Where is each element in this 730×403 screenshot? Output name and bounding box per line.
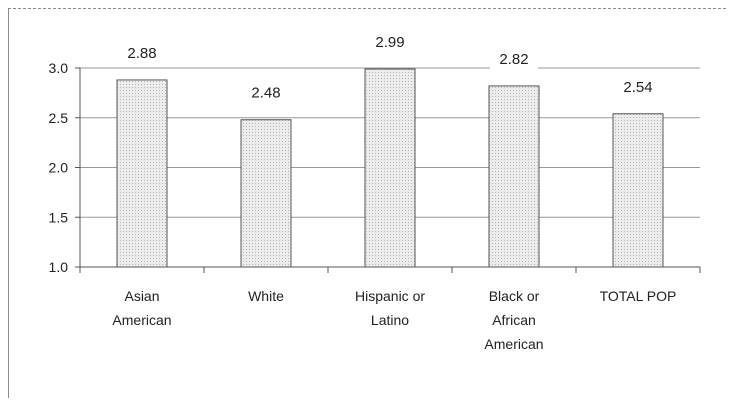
y-tick-label: 1.5	[49, 209, 69, 225]
x-category-label: Black or	[489, 288, 540, 304]
bar	[240, 119, 292, 268]
value-label-bg	[614, 76, 662, 97]
value-label: 2.54	[623, 79, 652, 96]
x-category-label: American	[484, 336, 543, 352]
value-label-bg	[242, 82, 290, 103]
bar	[364, 68, 416, 268]
x-category-label: Hispanic or	[355, 288, 425, 304]
bar	[488, 85, 540, 268]
value-label: 2.48	[251, 85, 280, 102]
bar	[612, 113, 664, 268]
value-label: 2.82	[499, 51, 528, 68]
x-category-label: American	[112, 312, 171, 328]
axes	[75, 67, 701, 273]
x-category-label: TOTAL POP	[600, 288, 677, 304]
x-category-label: White	[248, 288, 284, 304]
chart-frame	[8, 8, 726, 398]
value-label: 2.88	[127, 45, 156, 62]
labels: 1.0 1.5 2.0 2.5 3.0 2.88 Asian American 2.48 Whit…	[49, 31, 677, 352]
x-category-label: Latino	[371, 312, 409, 328]
value-label-bg	[366, 31, 414, 52]
value-label: 2.99	[375, 34, 404, 51]
value-label-bg	[118, 42, 166, 63]
x-category-label: Asian	[124, 288, 159, 304]
y-tick-label: 3.0	[49, 60, 69, 76]
y-tick-label: 2.5	[49, 110, 69, 126]
bars	[116, 68, 664, 268]
value-label-bg	[490, 48, 538, 69]
y-tick-label: 2.0	[49, 160, 69, 176]
x-category-label: African	[492, 312, 536, 328]
y-tick-label: 1.0	[49, 259, 69, 275]
bar	[116, 79, 168, 268]
